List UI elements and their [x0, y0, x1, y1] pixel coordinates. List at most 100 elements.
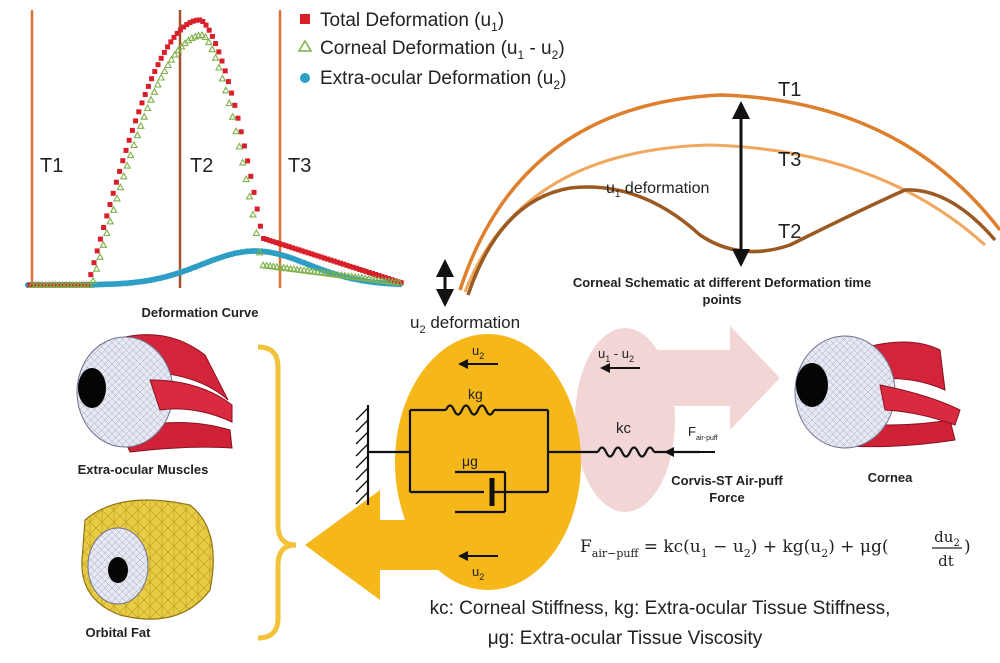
- total-deformation-point: [305, 250, 311, 256]
- total-deformation-point: [261, 236, 267, 241]
- legend-marker-total: [300, 14, 310, 24]
- wall-hatching: [355, 407, 369, 505]
- total-deformation-point: [184, 22, 190, 27]
- total-deformation-point: [341, 261, 347, 267]
- eye-muscles-illustration: [76, 334, 233, 453]
- governing-equation: Fair−puff = kc(u1 − u2) + kg(u2) + μg(: [580, 537, 888, 560]
- corneal-deformation-point: [235, 142, 244, 150]
- schematic-caption-line2: points: [703, 292, 742, 307]
- total-deformation-point: [309, 251, 315, 257]
- total-deformation-point: [350, 264, 356, 270]
- total-deformation-point: [216, 49, 222, 55]
- yellow-direction-arrow: [305, 490, 470, 600]
- total-deformation-point: [312, 252, 318, 258]
- series-extra-ocular: [25, 248, 403, 288]
- corneal-deformation-point: [92, 264, 101, 272]
- corneal-deformation-point: [140, 112, 149, 120]
- u2-deformation-label: u2 deformation: [410, 313, 520, 336]
- corneal-deformation-point: [116, 183, 125, 191]
- corneal-deformation-point: [255, 248, 264, 256]
- u2-deformation-indicator: u2 deformation: [410, 259, 520, 336]
- corneal-deformation-point: [109, 205, 118, 213]
- air-puff-force-label-line2: Force: [709, 490, 744, 505]
- pupil: [78, 368, 106, 408]
- total-deformation-point: [123, 147, 129, 153]
- spring-kg: [444, 404, 496, 416]
- corneal-deformation-point: [225, 98, 234, 107]
- total-deformation-point: [225, 79, 231, 85]
- equation-fraction-denominator: dt: [938, 552, 954, 570]
- schematic-caption: Corneal Schematic at different Deformati…: [573, 275, 871, 290]
- total-deformation-point: [347, 263, 353, 269]
- legend: Total Deformation (u1) Corneal Deformati…: [297, 10, 566, 92]
- total-deformation-point: [174, 30, 180, 36]
- corneal-deformation-point: [133, 131, 142, 139]
- cornea-curve-t2: [466, 185, 997, 296]
- corneal-deformation-point: [198, 30, 206, 39]
- total-deformation-point: [139, 100, 145, 106]
- corneal-deformation-point: [113, 194, 121, 202]
- total-deformation-point: [155, 62, 161, 68]
- corneal-deformation-point: [164, 60, 172, 69]
- total-deformation-point: [107, 202, 113, 207]
- total-deformation-point: [334, 259, 340, 265]
- total-deformation-point: [238, 129, 244, 135]
- corneal-deformation-point: [96, 252, 104, 260]
- corneal-deformation-point: [211, 53, 220, 61]
- total-deformation-point: [181, 24, 187, 30]
- total-deformation-point: [142, 92, 148, 97]
- total-deformation-point: [267, 238, 273, 244]
- total-deformation-point: [270, 239, 276, 245]
- total-deformation-point: [165, 44, 171, 50]
- model-ellipse: [395, 334, 581, 590]
- corneal-deformation-point: [395, 278, 404, 286]
- corneal-deformation-point: [106, 217, 115, 225]
- total-deformation-point: [366, 270, 372, 275]
- equation-fraction-numerator: du2: [934, 528, 960, 549]
- total-deformation-point: [209, 33, 215, 39]
- total-deformation-point: [254, 206, 260, 212]
- total-deformation-point: [232, 102, 238, 108]
- total-deformation-point: [129, 127, 135, 133]
- total-deformation-point: [296, 247, 302, 253]
- total-deformation-point: [357, 266, 363, 272]
- corneal-deformation-point: [266, 261, 274, 270]
- total-deformation-point: [171, 34, 177, 40]
- corneal-schematic: T1 T3 T2 u1 deformation Corneal Schemati…: [458, 79, 1000, 307]
- total-deformation-point: [325, 256, 331, 262]
- total-deformation-point: [363, 268, 369, 274]
- total-deformation-point: [235, 115, 241, 121]
- muscles-label: Extra-ocular Muscles: [78, 462, 209, 477]
- total-deformation-point: [126, 137, 132, 143]
- total-deformation-point: [245, 158, 251, 164]
- corneal-deformation-point: [136, 121, 145, 129]
- label-f-air-puff: Fair-puff: [688, 424, 718, 442]
- total-deformation-point: [104, 213, 110, 219]
- total-deformation-point: [248, 173, 254, 179]
- total-deformation-point: [286, 244, 292, 250]
- total-deformation-point: [110, 190, 116, 196]
- corneal-deformation-point: [238, 158, 247, 166]
- total-deformation-point: [277, 241, 283, 247]
- corneal-deformation-point: [119, 172, 128, 180]
- total-deformation-point: [168, 39, 174, 45]
- total-deformation-point: [145, 83, 151, 89]
- total-deformation-point: [302, 249, 308, 255]
- corneal-deformation-point: [102, 228, 111, 237]
- corneal-deformation-point: [157, 73, 166, 81]
- plot-title: Deformation Curve: [141, 305, 258, 320]
- corneal-deformation-point: [201, 32, 210, 40]
- deformation-plot: T1 T2 T3 Deformation Curve: [25, 10, 404, 320]
- total-deformation-point: [273, 240, 279, 246]
- corneal-deformation-point: [320, 268, 329, 277]
- total-deformation-point: [46, 282, 52, 288]
- total-deformation-point: [251, 189, 257, 195]
- total-deformation-point: [193, 17, 199, 23]
- total-deformation-point: [206, 27, 212, 33]
- corneal-deformation-point: [218, 74, 227, 82]
- total-deformation-point: [289, 245, 295, 251]
- corneal-deformation-point: [208, 45, 217, 53]
- corneal-deformation-point: [368, 274, 376, 283]
- total-deformation-point: [241, 143, 247, 149]
